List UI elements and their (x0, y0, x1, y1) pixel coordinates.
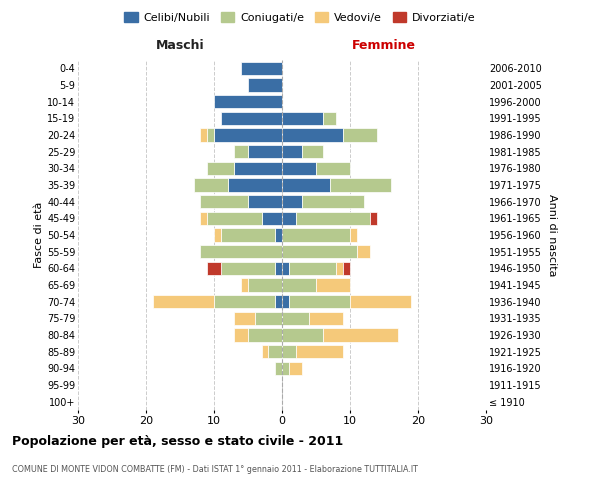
Bar (241, 278, 248, 291)
Bar (282, 278, 316, 291)
Bar (282, 312, 309, 325)
Bar (221, 228, 275, 241)
Bar (275, 228, 282, 241)
Bar (296, 212, 370, 225)
Bar (302, 195, 364, 208)
Bar (337, 262, 343, 275)
Bar (153, 295, 214, 308)
Bar (262, 212, 282, 225)
Bar (255, 312, 282, 325)
Bar (235, 312, 255, 325)
Bar (282, 228, 350, 241)
Bar (282, 362, 289, 375)
Bar (282, 178, 329, 192)
Y-axis label: Anni di nascita: Anni di nascita (547, 194, 557, 276)
Text: Popolazione per età, sesso e stato civile - 2011: Popolazione per età, sesso e stato civil… (12, 435, 343, 448)
Legend: Celibi/Nubili, Coniugati/e, Vedovi/e, Divorziati/e: Celibi/Nubili, Coniugati/e, Vedovi/e, Di… (120, 8, 480, 28)
Bar (268, 345, 282, 358)
Text: Maschi: Maschi (155, 38, 205, 52)
Bar (221, 262, 275, 275)
Bar (282, 128, 343, 141)
Bar (282, 328, 323, 342)
Bar (200, 245, 282, 258)
Bar (248, 195, 282, 208)
Bar (350, 228, 357, 241)
Bar (316, 162, 350, 175)
Text: COMUNE DI MONTE VIDON COMBATTE (FM) - Dati ISTAT 1° gennaio 2011 - Elaborazione : COMUNE DI MONTE VIDON COMBATTE (FM) - Da… (12, 465, 418, 474)
Bar (200, 195, 248, 208)
Bar (282, 145, 302, 158)
Bar (207, 128, 214, 141)
Bar (309, 312, 343, 325)
Bar (316, 278, 350, 291)
Bar (235, 145, 248, 158)
Bar (241, 62, 282, 75)
Bar (370, 212, 377, 225)
Bar (357, 245, 370, 258)
Bar (248, 278, 282, 291)
Bar (275, 295, 282, 308)
Bar (214, 128, 282, 141)
Bar (248, 328, 282, 342)
Text: Femmine: Femmine (352, 38, 416, 52)
Bar (282, 195, 302, 208)
Bar (194, 178, 227, 192)
Bar (282, 112, 323, 125)
Bar (214, 295, 275, 308)
Bar (282, 245, 357, 258)
Bar (200, 128, 207, 141)
Bar (248, 145, 282, 158)
Bar (323, 112, 337, 125)
Bar (289, 262, 337, 275)
Bar (329, 178, 391, 192)
Bar (235, 162, 282, 175)
Bar (282, 262, 289, 275)
Bar (207, 162, 235, 175)
Bar (207, 212, 262, 225)
Bar (221, 112, 282, 125)
Bar (200, 212, 207, 225)
Bar (282, 162, 316, 175)
Bar (343, 128, 377, 141)
Bar (343, 262, 350, 275)
Bar (262, 345, 268, 358)
Bar (323, 328, 398, 342)
Bar (282, 295, 289, 308)
Bar (350, 295, 411, 308)
Bar (289, 295, 350, 308)
Bar (282, 345, 296, 358)
Bar (302, 145, 323, 158)
Bar (275, 362, 282, 375)
Bar (296, 345, 343, 358)
Bar (275, 262, 282, 275)
Bar (207, 262, 221, 275)
Bar (289, 362, 302, 375)
Y-axis label: Fasce di età: Fasce di età (34, 202, 44, 268)
Bar (282, 212, 296, 225)
Bar (227, 178, 282, 192)
Bar (248, 78, 282, 92)
Bar (235, 328, 248, 342)
Bar (214, 95, 282, 108)
Bar (214, 228, 221, 241)
